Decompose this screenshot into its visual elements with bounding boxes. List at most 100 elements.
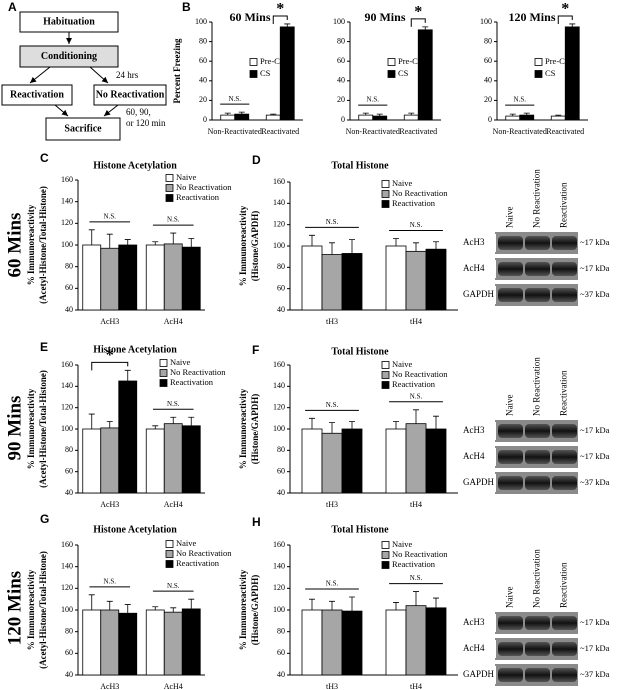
row-label-bg	[462, 666, 496, 684]
y-axis-label: % Immunoreactivity	[26, 204, 36, 285]
error-bar	[393, 238, 399, 246]
significance-label: *	[414, 4, 422, 21]
legend-label: No Reactivation	[176, 182, 232, 192]
ns-label: N.S.	[326, 580, 339, 588]
bar	[301, 428, 323, 494]
western-blot: Naive No Reactivation Reactivation AcH3 ~17 …	[462, 169, 610, 306]
bar	[321, 254, 343, 311]
legend-label: Naive	[170, 357, 191, 367]
legend-swatch	[381, 541, 390, 549]
row-label: AcH4	[463, 263, 485, 273]
lane-label: No Reactivation	[532, 357, 542, 416]
y-tick-label: 120	[61, 218, 73, 227]
node-box	[1, 84, 73, 106]
ns-label: N.S.	[514, 96, 527, 104]
chart-title: Histone Acetylation	[93, 160, 177, 171]
x-tick-label: tH4	[410, 682, 422, 690]
error-bar	[170, 416, 177, 424]
lane-label: No Reactivation	[532, 549, 542, 608]
legend-label: Naive	[392, 539, 413, 549]
legend-swatch	[381, 361, 390, 369]
y-tick-label: 160	[273, 177, 285, 186]
error-bar	[106, 421, 113, 428]
y-tick-label: 100	[61, 605, 73, 614]
y-tick-label: 100	[273, 605, 285, 614]
bar	[301, 609, 323, 676]
ns-label: N.S.	[167, 400, 180, 408]
x-tick-label: Non-Reactivated	[493, 127, 547, 136]
chart-title: Histone Acetylation	[93, 344, 177, 355]
bar	[425, 248, 447, 311]
chart: 120 Mins 0 20 40 60 80 100 Non-Reactivated N.S. R…	[480, 1, 588, 136]
western-blot: Naive No Reactivation Reactivation AcH3 ~17 …	[462, 357, 610, 494]
bar	[385, 609, 407, 676]
lane-label: Reactivation	[559, 370, 569, 416]
legend-swatch	[534, 58, 543, 66]
blot-band	[552, 288, 577, 302]
y-tick-label: 20	[337, 95, 345, 104]
error-bar	[376, 113, 383, 117]
y-axis-label: % Immunoreactivity	[26, 388, 36, 469]
error-bar	[555, 114, 562, 117]
error-bar	[152, 606, 159, 610]
ns-label: N.S.	[326, 401, 339, 409]
blot-band	[498, 262, 523, 276]
blot-band	[552, 668, 577, 682]
x-tick-label: Non-Reactivated	[208, 127, 262, 136]
bar	[550, 115, 566, 121]
blot-band	[552, 262, 577, 276]
y-tick-label: 40	[199, 76, 207, 85]
bar	[118, 244, 138, 311]
y-tick-label: 80	[484, 36, 492, 45]
legend-label: Reactivation	[392, 379, 436, 389]
y-tick-label: 40	[65, 670, 73, 679]
bar	[341, 610, 363, 676]
legend-label: Naive	[392, 178, 413, 188]
bar	[220, 114, 236, 121]
legend-label: CS	[260, 68, 271, 78]
bar	[234, 113, 250, 121]
error-bar	[349, 421, 355, 429]
y-tick-label: 160	[273, 540, 285, 549]
blot-band	[525, 236, 550, 250]
chart: H Total Histone % Immunoreactivity (Histone…	[238, 515, 458, 690]
annotation: 60, 90,	[126, 107, 151, 117]
node-label: Habituation	[43, 16, 95, 27]
row-label: 120 Mins	[4, 571, 25, 645]
x-tick-label: Reactivated	[261, 127, 299, 136]
legend-label: Naive	[392, 359, 413, 369]
error-bar	[88, 413, 95, 429]
row-label: 60 Mins	[4, 213, 25, 278]
chart: 90 Mins 0 20 40 60 80 100 Non-Reactivated N.S. Re…	[333, 4, 441, 136]
bar	[100, 609, 120, 676]
row-label: GAPDH	[463, 669, 495, 679]
y-axis-label: (Histone/GAPDH)	[250, 394, 260, 465]
bar	[341, 428, 363, 494]
chart-title: Total Histone	[331, 524, 389, 535]
blot-band	[552, 424, 577, 438]
blot-band	[498, 616, 523, 630]
y-tick-label: 40	[65, 305, 73, 314]
y-axis-label: % Immunoreactivity	[238, 569, 248, 650]
panel-letter: H	[252, 515, 261, 529]
blot-band	[552, 642, 577, 656]
legend-label: Reactivation	[176, 558, 220, 568]
legend-label: Reactivation	[170, 377, 214, 387]
y-tick-label: 120	[61, 402, 73, 411]
y-tick-label: 20	[199, 95, 207, 104]
legend-swatch	[249, 58, 258, 66]
blot-band	[498, 424, 523, 438]
ns-label: N.S.	[104, 577, 117, 585]
error-bar	[362, 112, 369, 116]
blot-band	[498, 668, 523, 682]
error-bar	[88, 594, 95, 610]
y-tick-label: 120	[273, 219, 285, 228]
y-tick-label: 40	[484, 76, 492, 85]
y-tick-label: 160	[61, 540, 73, 549]
node-label: No Reactivation	[96, 89, 165, 100]
y-tick-label: 100	[480, 17, 492, 26]
chart: D Total Histone % Immunoreactivity (Histone…	[238, 153, 458, 326]
y-tick-label: 160	[61, 175, 73, 184]
error-bar	[188, 598, 195, 609]
y-tick-label: 100	[333, 17, 345, 26]
